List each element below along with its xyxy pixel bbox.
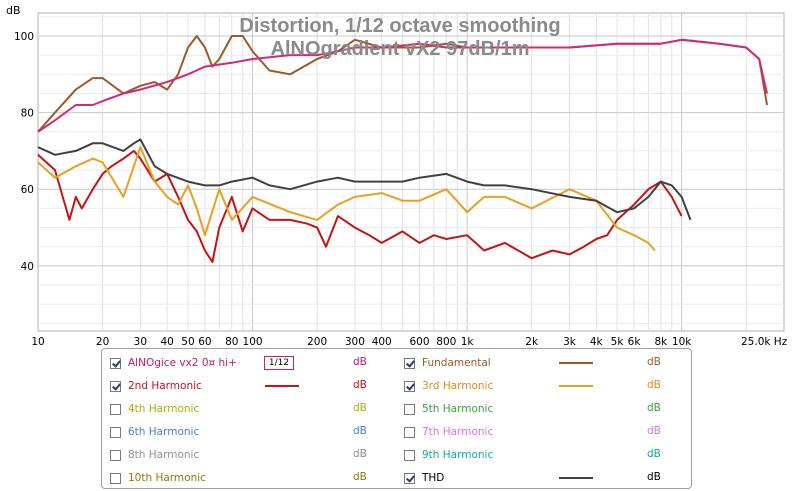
legend-swatch: [559, 385, 593, 387]
legend-label: 8th Harmonic: [128, 449, 200, 461]
x-tick-label: 10k: [672, 336, 692, 345]
legend-label: Fundamental: [422, 357, 491, 369]
y-tick-label: 40: [21, 261, 34, 273]
x-tick-label: 60: [198, 336, 211, 345]
legend-unit: dB: [353, 448, 367, 460]
y-tick-label: 60: [21, 184, 34, 196]
legend-unit: dB: [647, 471, 661, 483]
series-line-3rd-harmonic: [37, 146, 656, 252]
legend-checkbox-5th-harmonic[interactable]: [404, 403, 415, 415]
x-tick-label: 50: [181, 336, 194, 345]
x-tick-label: 6k: [628, 336, 642, 345]
legend-checkbox-fundamental[interactable]: [404, 357, 415, 369]
legend-item-4th-harmonic: 4th Harmonic: [110, 398, 199, 420]
legend-label: 3rd Harmonic: [422, 380, 494, 392]
legend-checkbox-8th-harmonic[interactable]: [110, 449, 121, 461]
legend-item-8th-harmonic: 8th Harmonic: [110, 444, 199, 466]
legend-checkbox-10th-harmonic[interactable]: [110, 472, 121, 484]
legend-checkbox-4th-harmonic[interactable]: [110, 403, 121, 415]
x-tick-label: 20: [96, 336, 109, 345]
legend-swatch: [559, 477, 593, 479]
y-axis-label: dB: [6, 4, 21, 17]
chart-title: Distortion, 1/12 octave smoothing: [239, 15, 560, 37]
legend-label: 9th Harmonic: [422, 449, 494, 461]
x-tick-label: 100: [243, 336, 263, 345]
legend-item-alnogice-vx2-0-hi: AlNOgice vx2 0¤ hi+: [110, 352, 237, 374]
x-tick-label: 10: [31, 336, 44, 345]
legend-label: 6th Harmonic: [128, 426, 200, 438]
x-tick-label: 4k: [590, 336, 604, 345]
x-tick-label: 8k: [654, 336, 668, 345]
legend-checkbox-6th-harmonic[interactable]: [110, 426, 121, 438]
legend-checkbox-2nd-harmonic[interactable]: [110, 380, 121, 392]
legend-checkbox-alnogice-vx2-0-hi[interactable]: [110, 357, 121, 369]
legend-item-9th-harmonic: 9th Harmonic: [404, 444, 493, 466]
legend-label: 2nd Harmonic: [128, 380, 202, 392]
legend-unit: dB: [353, 471, 367, 483]
x-tick-label: 800: [436, 336, 456, 345]
x-tick-label: 30: [134, 336, 147, 345]
legend-unit: dB: [353, 356, 367, 368]
legend-unit: dB: [647, 356, 661, 368]
legend-checkbox-7th-harmonic[interactable]: [404, 426, 415, 438]
x-tick-label: 2k: [525, 336, 539, 345]
legend-label: AlNOgice vx2 0¤ hi+: [128, 357, 237, 369]
x-tick-label: 1k: [461, 336, 475, 345]
legend-unit: dB: [353, 425, 367, 437]
legend-item-thd: THD: [404, 467, 444, 489]
y-tick-labels: 40 60 80 100: [14, 31, 34, 273]
legend-swatch: [559, 362, 593, 364]
grid: [38, 13, 784, 331]
y-tick-label: 80: [21, 108, 34, 120]
legend-label: 10th Harmonic: [128, 472, 206, 484]
chart-subtitle: AlNOgradient vX2 97dB/1m: [271, 38, 530, 60]
legend-item-6th-harmonic: 6th Harmonic: [110, 421, 199, 443]
legend-swatch: [265, 385, 299, 387]
x-tick-label: 40: [160, 336, 173, 345]
legend-item-fundamental: Fundamental: [404, 352, 491, 374]
legend-unit: dB: [353, 379, 367, 391]
legend-unit: dB: [647, 402, 661, 414]
legend-unit: dB: [647, 425, 661, 437]
legend-item-10th-harmonic: 10th Harmonic: [110, 467, 206, 489]
legend-label: 7th Harmonic: [422, 426, 494, 438]
x-tick-label: 5k: [611, 336, 625, 345]
x-tick-label: 25,0k Hz: [741, 336, 788, 345]
x-tick-labels: 10 20 30 40 50 60 80 100 200 300 400 600 800 1k 2k 3k 4k…: [31, 336, 787, 345]
legend-panel: AlNOgice vx2 0¤ hi+ 1/12 dB Fundamental dB 2n…: [101, 348, 692, 489]
y-tick-label: 100: [14, 31, 34, 43]
x-tick-label: 80: [225, 336, 238, 345]
legend-item-3rd-harmonic: 3rd Harmonic: [404, 375, 493, 397]
legend-label: 5th Harmonic: [422, 403, 494, 415]
legend-unit: dB: [353, 402, 367, 414]
x-tick-label: 3k: [563, 336, 577, 345]
legend-checkbox-3rd-harmonic[interactable]: [404, 380, 415, 392]
x-tick-label: 400: [372, 336, 392, 345]
smoothing-button[interactable]: 1/12: [264, 356, 294, 370]
legend-label: THD: [422, 472, 445, 484]
series-line-2nd-harmonic: [37, 149, 683, 263]
legend-item-2nd-harmonic: 2nd Harmonic: [110, 375, 202, 397]
series-lines: [37, 35, 768, 263]
legend-item-7th-harmonic: 7th Harmonic: [404, 421, 493, 443]
x-tick-label: 300: [345, 336, 365, 345]
legend-unit: dB: [647, 379, 661, 391]
legend-item-5th-harmonic: 5th Harmonic: [404, 398, 493, 420]
legend-label: 4th Harmonic: [128, 403, 200, 415]
series-line-thd: [37, 138, 692, 221]
distortion-chart: 10 20 30 40 50 60 80 100 200 300 400 600 800 1k 2k 3k 4k…: [6, 4, 788, 345]
legend-unit: dB: [647, 448, 661, 460]
x-tick-label: 600: [409, 336, 429, 345]
x-tick-label: 200: [307, 336, 327, 345]
legend-checkbox-9th-harmonic[interactable]: [404, 449, 415, 461]
series-line-alnogice-vx2-0-hi-: [37, 38, 768, 133]
legend-checkbox-thd[interactable]: [404, 472, 415, 484]
